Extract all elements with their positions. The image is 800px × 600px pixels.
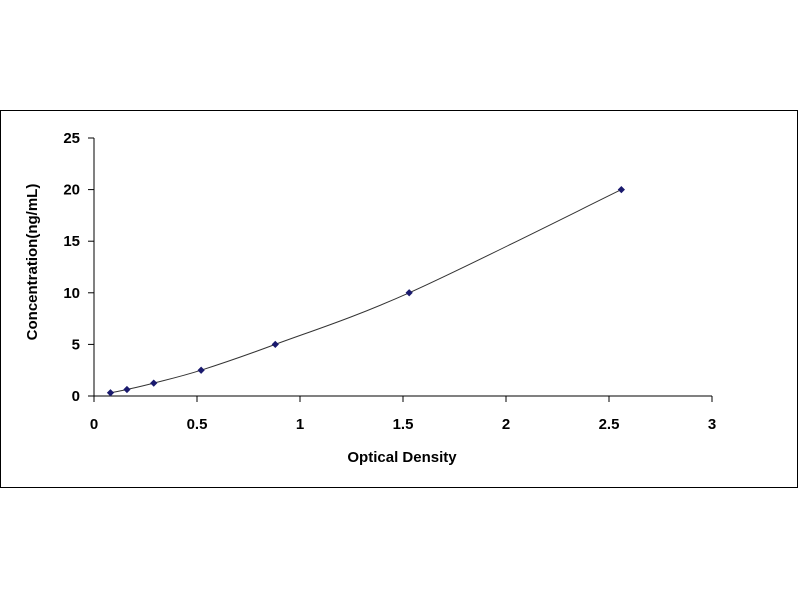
data-point-2 [150, 379, 158, 387]
data-point-1 [123, 385, 131, 394]
x-tick-label: 1.5 [393, 416, 414, 433]
data-points [106, 185, 625, 397]
data-point-6 [617, 185, 625, 194]
y-tick-label: 0 [72, 388, 80, 405]
data-point-3 [197, 366, 205, 374]
x-axis-ticks: 0 0.5 1 1.5 2 2.5 3 [90, 396, 716, 433]
data-point-5 [405, 289, 413, 297]
axes [93, 138, 712, 397]
x-tick-label: 2 [502, 416, 510, 433]
y-axis-ticks: 0 5 10 15 20 25 [63, 130, 94, 405]
x-tick-label: 2.5 [599, 416, 620, 433]
y-axis-title: Concentration(ng/mL) [24, 184, 41, 341]
x-tick-label: 0.5 [187, 416, 208, 433]
y-tick-label: 10 [63, 285, 80, 302]
data-point-4 [271, 340, 279, 349]
data-point-0 [106, 389, 115, 397]
x-tick-label: 0 [90, 416, 98, 433]
y-tick-label: 20 [63, 182, 80, 199]
y-tick-label: 15 [63, 233, 80, 250]
x-tick-label: 1 [296, 416, 304, 433]
x-tick-label: 3 [708, 416, 716, 433]
y-tick-label: 25 [63, 130, 80, 147]
x-axis-title: Optical Density [347, 449, 457, 466]
y-tick-label: 5 [72, 336, 80, 353]
chart-frame [0, 110, 798, 488]
fit-curve [110, 189, 622, 394]
